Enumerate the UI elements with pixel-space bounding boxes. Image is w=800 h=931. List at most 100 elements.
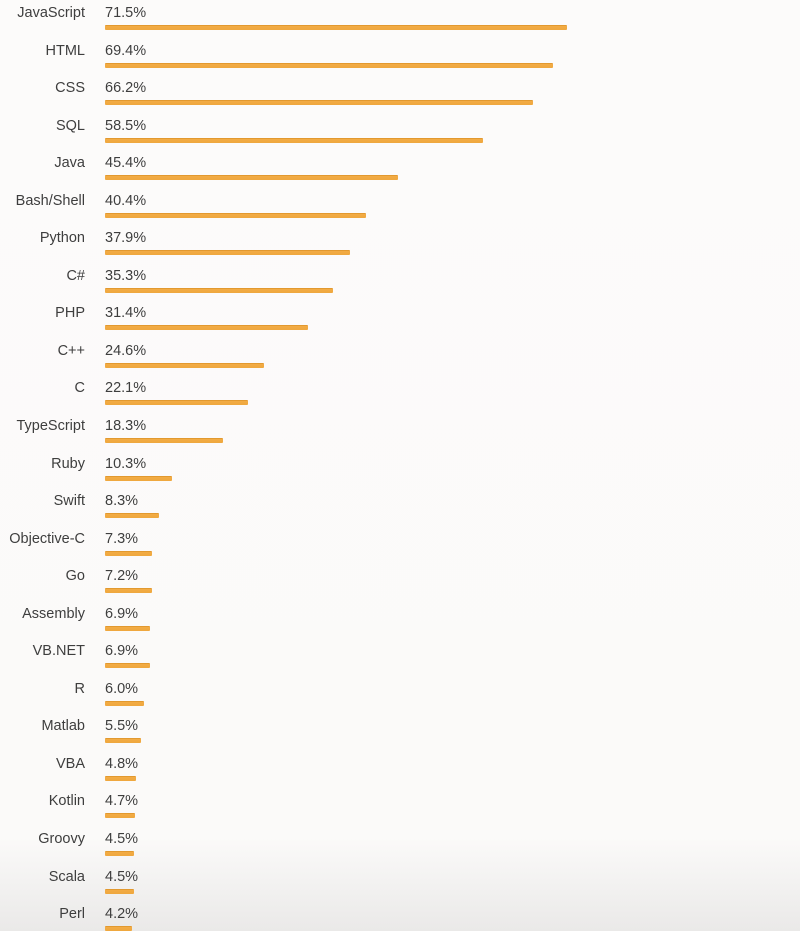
bar-cell: 6.0% (105, 679, 800, 706)
bar (105, 25, 567, 30)
bar (105, 663, 150, 669)
chart-row: SQL 58.5% (0, 116, 800, 154)
value-label: 35.3% (105, 267, 147, 284)
bar-cell: 71.5% (105, 3, 800, 30)
value-label: 5.5% (105, 718, 139, 735)
bar-cell: 66.2% (105, 78, 800, 106)
bar (105, 100, 533, 106)
bar-track (105, 625, 751, 631)
language-label: Python (39, 230, 85, 247)
bar-track (105, 775, 751, 781)
chart-row: Ruby 10.3% (0, 454, 800, 492)
language-label: VB.NET (32, 643, 85, 660)
bar-track (105, 362, 751, 368)
language-label: C (74, 380, 85, 397)
chart-row: HTML 69.4% (0, 41, 800, 79)
value-label: 58.5% (105, 117, 147, 134)
bar-track (105, 25, 751, 30)
bar (105, 513, 159, 519)
bar-track (105, 438, 751, 444)
value-label: 24.6% (105, 342, 147, 359)
value-label: 37.9% (105, 230, 147, 247)
chart-row: Java 45.4% (0, 153, 800, 191)
value-label: 18.3% (105, 418, 147, 435)
bar-cell: 18.3% (105, 416, 800, 444)
language-label: Matlab (41, 718, 85, 735)
bar (105, 700, 144, 706)
bar-track (105, 926, 751, 931)
bar-cell: 31.4% (105, 303, 800, 331)
bar-cell: 35.3% (105, 266, 800, 293)
value-label: 69.4% (105, 42, 147, 59)
value-label: 66.2% (105, 80, 147, 97)
bar-cell: 40.4% (105, 191, 800, 218)
chart-row: Perl 4.2% (0, 904, 800, 931)
value-label: 4.7% (105, 793, 139, 810)
chart-row: Python 37.9% (0, 228, 800, 266)
bar-cell: 7.3% (105, 529, 800, 556)
language-label: Java (54, 155, 85, 172)
bar (105, 775, 136, 781)
bar-cell: 4.5% (105, 867, 800, 894)
value-label: 7.2% (105, 568, 139, 585)
bar-track (105, 325, 751, 331)
chart-row: VBA 4.8% (0, 754, 800, 792)
chart-row: Bash/Shell 40.4% (0, 191, 800, 229)
value-label: 4.2% (105, 906, 139, 923)
language-label: VBA (55, 755, 85, 772)
language-label: SQL (55, 117, 85, 134)
bar-cell: 69.4% (105, 41, 800, 68)
value-label: 10.3% (105, 455, 147, 472)
bar (105, 738, 141, 744)
bar (105, 62, 554, 68)
bar-track (105, 287, 751, 293)
chart-row: C++ 24.6% (0, 341, 800, 379)
bar (105, 362, 264, 368)
bar (105, 137, 483, 143)
bar (105, 625, 150, 631)
language-label: CSS (55, 80, 85, 97)
bar-cell: 58.5% (105, 116, 800, 143)
bar-cell: 7.2% (105, 566, 800, 594)
bar-track (105, 250, 751, 256)
chart-row: Go 7.2% (0, 566, 800, 604)
language-label: Ruby (51, 455, 85, 472)
chart-row: R 6.0% (0, 679, 800, 717)
chart-row: Matlab 5.5% (0, 716, 800, 754)
bar-track (105, 700, 751, 706)
bar (105, 438, 224, 444)
bar (105, 175, 399, 181)
chart-row: VB.NET 6.9% (0, 641, 800, 679)
bar-cell: 8.3% (105, 491, 800, 519)
language-label: Swift (53, 493, 85, 510)
language-label: HTML (45, 42, 85, 59)
bar (105, 588, 152, 594)
value-label: 4.5% (105, 868, 139, 885)
bar-cell: 6.9% (105, 604, 800, 631)
bar-track (105, 588, 751, 594)
bar-track (105, 550, 751, 556)
language-label: Assembly (22, 605, 85, 622)
chart-row: PHP 31.4% (0, 303, 800, 341)
language-label: C# (66, 267, 85, 284)
bar (105, 813, 136, 819)
bar (105, 250, 350, 256)
bar-cell: 5.5% (105, 716, 800, 744)
value-label: 45.4% (105, 155, 147, 172)
bar-track (105, 175, 751, 181)
value-label: 31.4% (105, 305, 147, 322)
value-label: 71.5% (105, 5, 147, 21)
bar-cell: 24.6% (105, 341, 800, 368)
bar (105, 400, 248, 406)
chart-row: JavaScript 71.5% (0, 3, 800, 41)
bar-track (105, 62, 751, 68)
language-label: JavaScript (17, 5, 85, 21)
bar (105, 325, 308, 331)
bar-track (105, 851, 751, 857)
language-label: Groovy (38, 831, 85, 848)
language-label: R (74, 680, 85, 697)
language-label: C++ (57, 342, 85, 359)
chart-row: Swift 8.3% (0, 491, 800, 529)
value-label: 40.4% (105, 192, 147, 209)
value-label: 6.0% (105, 680, 139, 697)
